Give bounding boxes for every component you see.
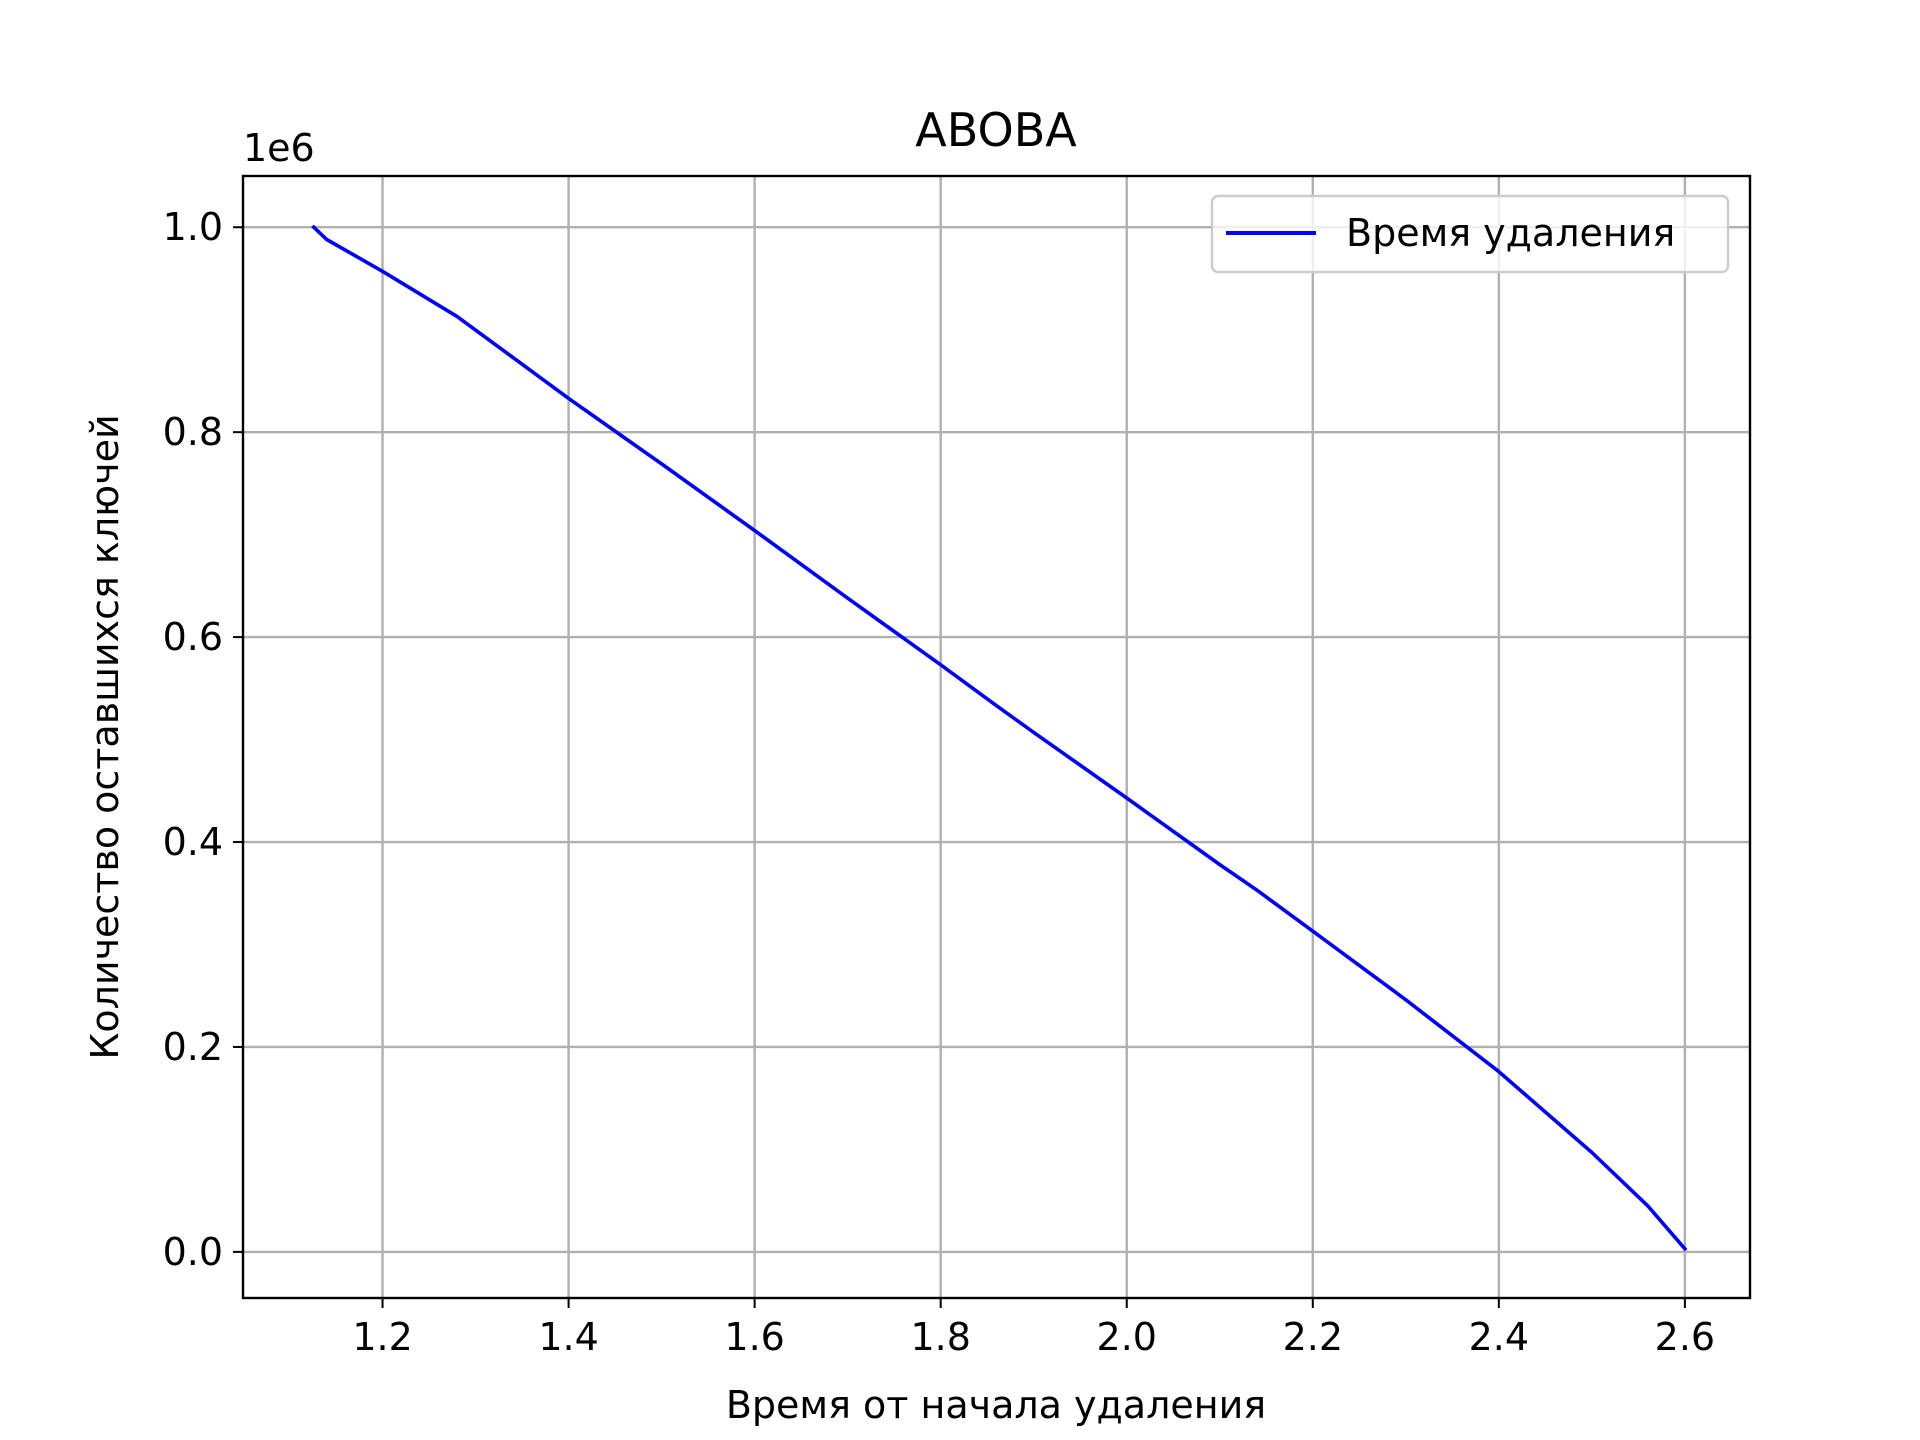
x-tick-label: 1.6 xyxy=(724,1315,784,1359)
y-tick-label: 0.0 xyxy=(163,1230,223,1274)
plot-frame xyxy=(241,174,1752,1300)
x-axis-label: Время от начала удаления xyxy=(726,1383,1266,1427)
grid xyxy=(243,176,1750,1298)
y-tick-label: 0.4 xyxy=(163,820,223,864)
x-tick-label: 2.0 xyxy=(1097,1315,1157,1359)
ticks: 1.2 1.4 1.6 1.8 2.0 2.2 2.4 2.6 0.0 0.2 0.4 0.6 0.8 1… xyxy=(163,205,1716,1359)
y-tick-label: 0.2 xyxy=(163,1025,223,1069)
x-tick-label: 2.2 xyxy=(1283,1315,1343,1359)
x-tick-label: 1.4 xyxy=(538,1315,598,1359)
legend: Время удаления xyxy=(1210,194,1730,274)
legend-box xyxy=(1210,194,1730,274)
chart-title: ABOBA xyxy=(915,103,1077,157)
x-tick-label: 2.6 xyxy=(1655,1315,1715,1359)
x-tick-label: 2.4 xyxy=(1469,1315,1529,1359)
x-tick-label: 1.2 xyxy=(352,1315,412,1359)
series-line xyxy=(311,224,1688,1252)
y-axis-label: Количество оставшихся ключей xyxy=(83,414,127,1059)
y-tick-label: 0.8 xyxy=(163,410,223,454)
series-layer xyxy=(311,224,1688,1252)
y-tick-label: 0.6 xyxy=(163,615,223,659)
x-tick-label: 1.8 xyxy=(910,1315,970,1359)
y-offset-label: 1e6 xyxy=(243,126,315,170)
legend-label: Время удаления xyxy=(1346,211,1675,255)
plot-area xyxy=(243,176,1750,1298)
y-tick-label: 1.0 xyxy=(163,205,223,249)
